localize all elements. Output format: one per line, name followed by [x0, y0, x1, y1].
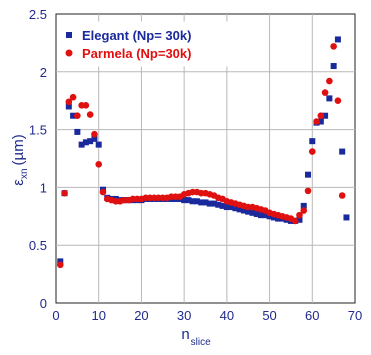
x-tick-label: 20 [134, 308, 148, 323]
data-point-parmela [56, 261, 64, 269]
legend: Elegant (Np= 30k) Parmela (Np=30k) [59, 21, 243, 67]
data-point-elegant [330, 63, 337, 70]
data-point-parmela [74, 112, 81, 120]
data-point-parmela [99, 188, 107, 196]
data-point-elegant [309, 138, 316, 145]
data-point-parmela [330, 43, 337, 50]
data-point-elegant [78, 141, 85, 148]
legend-box [59, 21, 243, 67]
y-tick-label: 1 [40, 180, 47, 195]
data-point-elegant [198, 199, 205, 206]
data-point-parmela [91, 130, 98, 138]
data-point-elegant [236, 206, 243, 213]
y-axis-label: εxn (µm) [10, 134, 30, 185]
y-axis: 0 0.5 1 1.5 2 2.5 [29, 7, 47, 311]
y-axis-label-unit: (µm) [10, 134, 27, 165]
x-tick-label: 60 [305, 308, 319, 323]
x-tick-label: 70 [348, 308, 362, 323]
y-tick-label: 2.5 [29, 7, 47, 22]
data-point-elegant [245, 208, 252, 215]
x-tick-label: 50 [262, 308, 276, 323]
data-point-parmela [95, 160, 103, 168]
data-point-elegant [95, 141, 102, 148]
data-point-elegant [275, 215, 282, 222]
data-point-elegant [258, 212, 265, 219]
x-axis: 0 10 20 30 40 50 60 70 [52, 308, 362, 323]
data-point-elegant [211, 200, 218, 207]
x-tick-label: 0 [52, 308, 59, 323]
data-points [56, 36, 350, 269]
x-axis-label: nslice [181, 326, 211, 348]
data-point-elegant [91, 135, 98, 142]
data-point-parmela [317, 112, 325, 120]
data-point-parmela [338, 192, 346, 199]
data-point-elegant [317, 118, 324, 125]
data-point-elegant [215, 201, 222, 208]
data-point-elegant [300, 202, 307, 209]
data-point-parmela [61, 189, 68, 197]
data-point-parmela [69, 93, 77, 101]
data-point-elegant [223, 204, 230, 211]
data-point-elegant [249, 209, 256, 216]
data-point-parmela [300, 207, 308, 214]
data-point-elegant [270, 214, 277, 221]
data-point-elegant [202, 199, 209, 206]
data-point-elegant [181, 197, 188, 204]
data-point-elegant [266, 213, 273, 220]
data-point-elegant [343, 214, 350, 221]
data-point-elegant [262, 212, 269, 219]
y-axis-label-main: ε [10, 179, 27, 186]
x-axis-label-sub: slice [191, 337, 211, 348]
data-point-parmela [65, 98, 73, 106]
data-point-elegant [322, 112, 329, 119]
data-point-parmela [82, 102, 90, 109]
x-tick-label: 40 [220, 308, 234, 323]
data-point-elegant [189, 198, 196, 205]
data-point-elegant [57, 258, 64, 265]
data-point-parmela [296, 211, 303, 219]
data-point-elegant [185, 197, 192, 204]
data-point-parmela [313, 118, 320, 125]
data-point-parmela [291, 217, 299, 225]
legend-marker-elegant [66, 32, 72, 38]
data-point-elegant [193, 198, 200, 205]
y-tick-label: 2 [40, 65, 47, 80]
data-point-elegant [228, 204, 235, 211]
data-point-elegant [206, 200, 213, 207]
data-point-elegant [65, 103, 72, 110]
data-point-elegant [253, 210, 260, 217]
data-point-elegant [240, 207, 247, 214]
series-parmela [56, 43, 346, 269]
data-point-parmela [304, 187, 312, 195]
data-point-parmela [326, 77, 333, 85]
x-tick-label: 30 [177, 308, 191, 323]
legend-label-elegant: Elegant (Np= 30k) [82, 28, 191, 43]
y-tick-label: 0.5 [29, 238, 47, 253]
data-point-parmela [321, 89, 329, 96]
x-tick-label: 10 [91, 308, 105, 323]
data-point-elegant [87, 138, 94, 145]
data-point-elegant [339, 148, 346, 155]
data-point-elegant [232, 205, 239, 212]
data-point-parmela [334, 97, 342, 104]
data-point-parmela [308, 148, 316, 155]
data-point-elegant [334, 36, 341, 43]
data-point-elegant [326, 95, 333, 102]
legend-marker-parmela [65, 49, 73, 57]
data-point-parmela [86, 111, 94, 118]
data-point-elegant [219, 202, 226, 209]
data-point-elegant [70, 112, 77, 119]
data-point-elegant [305, 171, 312, 178]
y-tick-label: 0 [40, 296, 47, 311]
data-point-elegant [74, 128, 81, 135]
y-axis-label-sub: xn [19, 168, 30, 179]
data-point-elegant [82, 139, 89, 146]
y-tick-label: 1.5 [29, 123, 47, 138]
legend-label-parmela: Parmela (Np=30k) [82, 46, 191, 61]
x-axis-label-main: n [181, 326, 189, 343]
data-point-elegant [296, 216, 303, 223]
